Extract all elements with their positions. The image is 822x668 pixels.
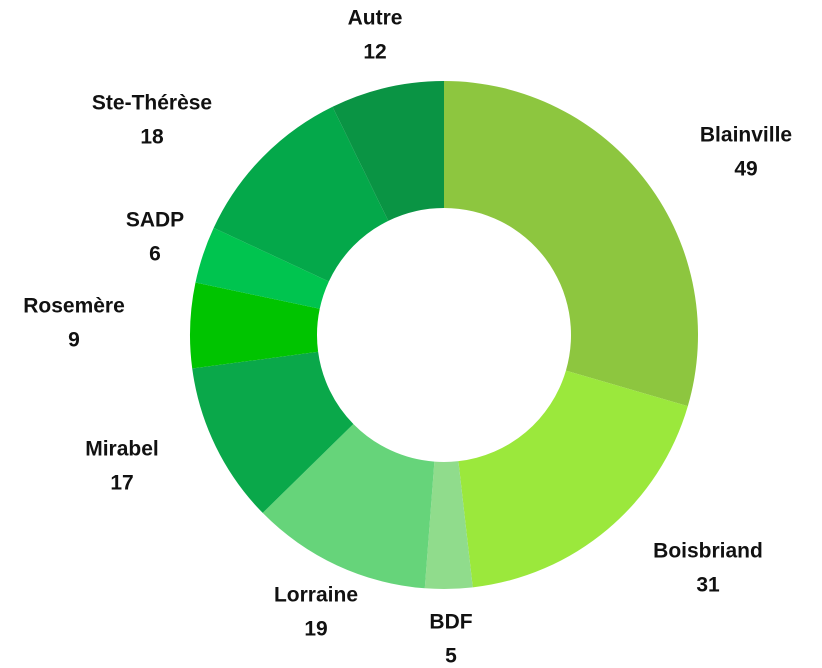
slice-value: 17: [110, 472, 133, 495]
slice-value: 49: [734, 158, 757, 181]
donut-slice: [262, 423, 435, 589]
slice-label: Ste-Thérèse: [92, 92, 212, 115]
donut-slice: [195, 227, 329, 309]
slice-label: Mirabel: [85, 438, 159, 461]
slice-value: 9: [68, 329, 80, 352]
donut-slice: [213, 106, 389, 282]
slice-label: Blainville: [700, 124, 792, 147]
donut-slice: [190, 282, 320, 369]
slice-value: 19: [304, 618, 327, 641]
donut-slice: [458, 370, 688, 588]
slice-value: 5: [445, 645, 457, 668]
slice-value: 18: [140, 126, 164, 149]
donut-slice: [424, 461, 473, 589]
donut-slice: [192, 351, 354, 513]
slice-label: Autre: [348, 7, 403, 30]
slice-label: Boisbriand: [653, 540, 763, 563]
slice-label: Lorraine: [274, 584, 358, 607]
slice-label: Rosemère: [23, 295, 125, 318]
slice-label: SADP: [126, 209, 184, 232]
slice-value: 12: [363, 41, 386, 64]
slice-value: 31: [696, 574, 720, 597]
slice-label: BDF: [429, 611, 472, 634]
slice-value: 6: [149, 243, 161, 266]
donut-slice: [332, 81, 444, 221]
donut-slice: [444, 81, 698, 407]
